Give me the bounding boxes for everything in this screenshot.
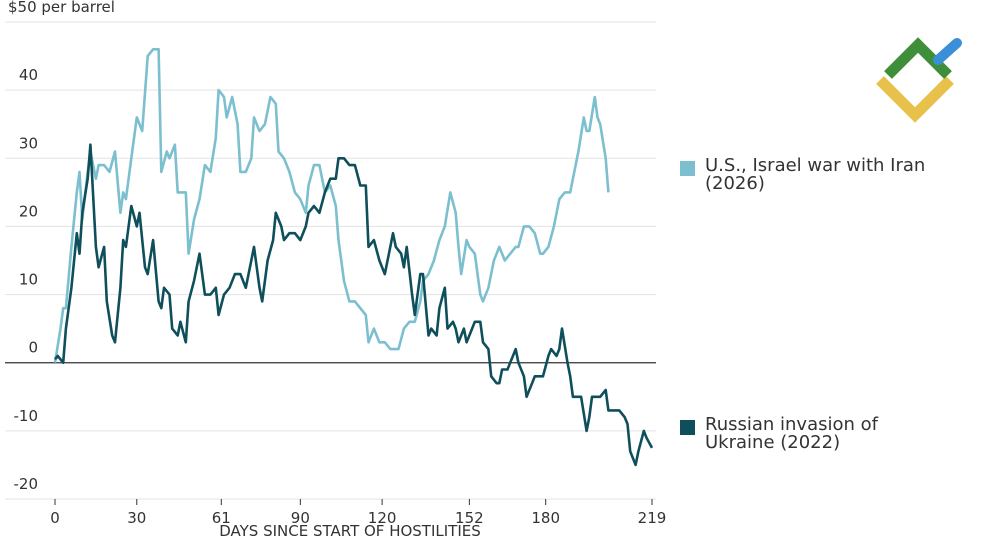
x-tick-label: 90: [291, 509, 310, 527]
y-tick-label: -20: [14, 475, 39, 493]
y-tick-label: $50 per barrel: [8, 0, 115, 16]
legend-label: U.S., Israel war with Iran (2026): [705, 155, 926, 194]
x-tick-label: 180: [531, 509, 560, 527]
y-tick-label: -10: [14, 407, 39, 425]
x-tick-label: 219: [638, 509, 667, 527]
logo: [876, 37, 962, 123]
logo-yellow: [876, 76, 954, 123]
x-tick-label: 61: [212, 509, 231, 527]
x-tick-label: 0: [50, 509, 60, 527]
y-tick-label: 40: [19, 66, 38, 84]
legend-swatch: [680, 161, 695, 176]
legend-item: U.S., Israel war with Iran (2026): [680, 157, 970, 193]
y-tick-label: 0: [28, 339, 38, 357]
x-axis-label: DAYS SINCE START OF HOSTILITIES: [219, 522, 481, 540]
y-tick-label: 10: [19, 271, 38, 289]
series-line: [53, 143, 654, 467]
legend-swatch: [680, 420, 695, 435]
y-tick-label: 30: [19, 134, 38, 152]
x-tick-label: 152: [455, 509, 484, 527]
legend-item: Russian invasion of Ukraine (2022): [680, 416, 970, 452]
series-line: [53, 48, 610, 363]
logo-blue: [933, 38, 962, 65]
legend-label: Russian invasion of Ukraine (2022): [705, 414, 878, 453]
x-tick-label: 30: [127, 509, 146, 527]
y-tick-label: 20: [19, 202, 38, 220]
x-tick-label: 120: [368, 509, 397, 527]
